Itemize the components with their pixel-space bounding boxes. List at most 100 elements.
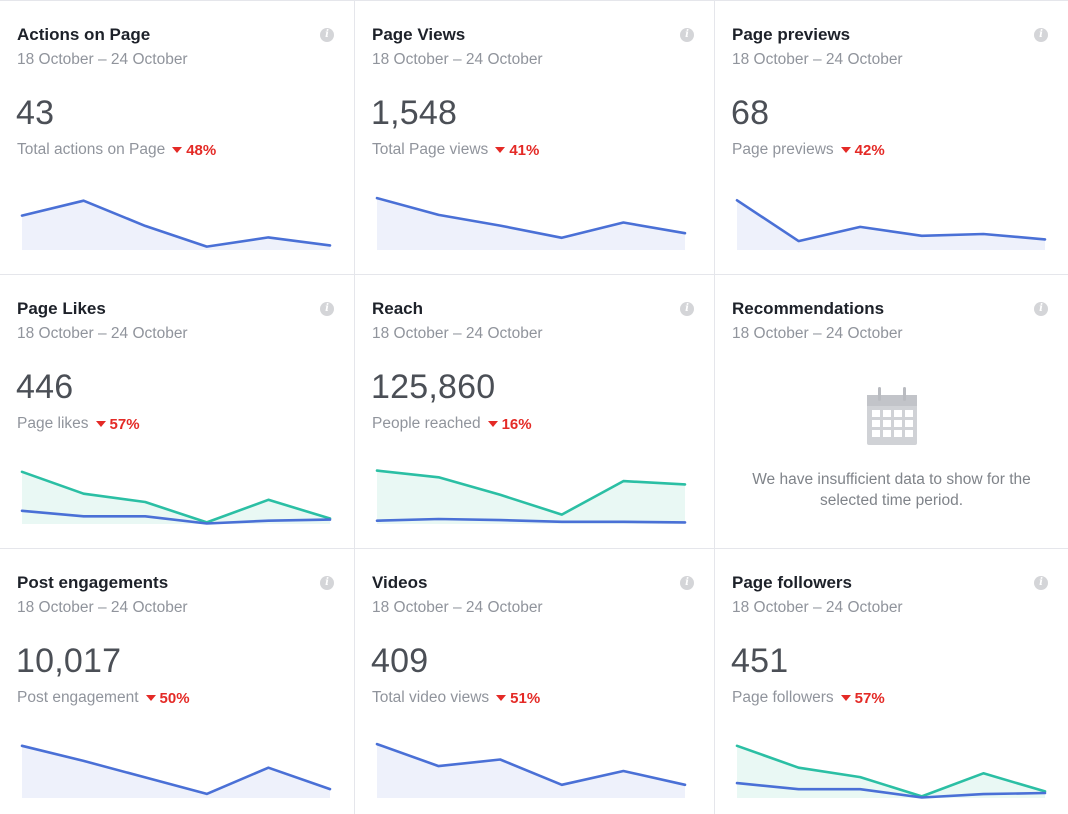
- metric-value: 10,017: [16, 642, 122, 680]
- change-percent: 50%: [159, 689, 190, 707]
- date-range: 18 October – 24 October: [17, 599, 188, 616]
- metric-value: 68: [731, 94, 770, 132]
- metric-value: 409: [371, 642, 429, 680]
- card-page-likes[interactable]: Page Likes 18 October – 24 October i 446…: [0, 275, 355, 549]
- decrease-arrow-icon: [495, 147, 506, 153]
- empty-state: [715, 385, 1068, 452]
- sparkline-chart: [20, 199, 332, 250]
- series-line: [375, 469, 687, 516]
- series-line: [20, 199, 332, 248]
- metric-label: Page likes: [17, 415, 89, 432]
- calendar-icon: [866, 387, 917, 445]
- info-icon[interactable]: i: [1034, 28, 1048, 42]
- series-line: [735, 199, 1047, 243]
- series-line: [20, 744, 332, 796]
- date-range: 18 October – 24 October: [372, 51, 543, 68]
- change-percent: 16%: [501, 415, 532, 433]
- decrease-arrow-icon: [145, 695, 156, 701]
- card-title: Actions on Page: [17, 25, 151, 44]
- change-percent: 57%: [109, 415, 140, 433]
- decrease-arrow-icon: [496, 695, 507, 701]
- card-page-previews[interactable]: Page previews 18 October – 24 October i …: [715, 1, 1068, 275]
- info-icon[interactable]: i: [320, 28, 334, 42]
- decrease-arrow-icon: [487, 421, 498, 427]
- date-range: 18 October – 24 October: [732, 325, 903, 342]
- metric-summary: Post engagement 50%: [17, 689, 190, 707]
- info-icon[interactable]: i: [1034, 576, 1048, 590]
- metric-summary: People reached 16%: [372, 415, 532, 433]
- metric-label: Page followers: [732, 689, 834, 706]
- change-percent: 42%: [854, 141, 885, 159]
- series-area: [22, 471, 330, 524]
- series-line: [375, 517, 687, 524]
- sparkline-chart: [20, 744, 332, 798]
- card-title: Page followers: [732, 573, 852, 592]
- sparkline-chart: [735, 199, 1047, 250]
- decrease-arrow-icon: [840, 695, 851, 701]
- card-title: Recommendations: [732, 299, 885, 318]
- series-line: [735, 744, 1047, 798]
- decrease-arrow-icon: [840, 147, 851, 153]
- metric-summary: Page likes 57%: [17, 415, 140, 433]
- series-area: [377, 744, 685, 798]
- info-icon[interactable]: i: [680, 28, 694, 42]
- metric-summary: Total video views 51%: [372, 689, 540, 707]
- metric-summary: Page previews 42%: [732, 141, 885, 159]
- info-icon[interactable]: i: [680, 576, 694, 590]
- sparkline-chart: [375, 469, 687, 524]
- series-area: [737, 200, 1045, 250]
- metric-value: 451: [731, 642, 789, 680]
- metric-label: People reached: [372, 415, 481, 432]
- sparkline-chart: [375, 196, 687, 250]
- metric-label: Post engagement: [17, 689, 139, 706]
- card-page-views[interactable]: Page Views 18 October – 24 October i 1,5…: [355, 1, 715, 275]
- change-percent: 51%: [510, 689, 541, 707]
- series-area: [22, 200, 330, 250]
- series-line: [20, 470, 332, 524]
- info-icon[interactable]: i: [320, 576, 334, 590]
- series-line: [375, 742, 687, 787]
- metric-value: 43: [16, 94, 55, 132]
- metric-label: Total Page views: [372, 141, 489, 158]
- date-range: 18 October – 24 October: [732, 599, 903, 616]
- card-actions-on-page[interactable]: Actions on Page 18 October – 24 October …: [0, 1, 355, 275]
- info-icon[interactable]: i: [320, 302, 334, 316]
- metric-summary: Total actions on Page 48%: [17, 141, 216, 159]
- series-area: [737, 745, 1045, 798]
- change-percent: 41%: [509, 141, 540, 159]
- card-videos[interactable]: Videos 18 October – 24 October i 409 Tot…: [355, 549, 715, 814]
- card-title: Page previews: [732, 25, 851, 44]
- change-percent: 57%: [854, 689, 885, 707]
- date-range: 18 October – 24 October: [732, 51, 903, 68]
- card-title: Reach: [372, 299, 424, 318]
- card-recommendations[interactable]: Recommendations 18 October – 24 October …: [715, 275, 1068, 549]
- date-range: 18 October – 24 October: [372, 599, 543, 616]
- date-range: 18 October – 24 October: [17, 325, 188, 342]
- metric-label: Page previews: [732, 141, 834, 158]
- metric-summary: Total Page views 41%: [372, 141, 539, 159]
- metric-value: 446: [16, 368, 74, 406]
- date-range: 18 October – 24 October: [372, 325, 543, 342]
- card-title: Post engagements: [17, 573, 169, 592]
- metric-summary: Page followers 57%: [732, 689, 885, 707]
- decrease-arrow-icon: [95, 421, 106, 427]
- metric-label: Total actions on Page: [17, 141, 166, 158]
- sparkline-chart: [375, 742, 687, 798]
- info-icon[interactable]: i: [1034, 302, 1048, 316]
- empty-state-message: We have insufficient data to show for th…: [752, 471, 1031, 509]
- series-area: [22, 745, 330, 798]
- sparkline-chart: [20, 470, 332, 525]
- decrease-arrow-icon: [172, 147, 183, 153]
- card-reach[interactable]: Reach 18 October – 24 October i 125,860 …: [355, 275, 715, 549]
- info-icon[interactable]: i: [680, 302, 694, 316]
- date-range: 18 October – 24 October: [17, 51, 188, 68]
- series-area: [377, 470, 685, 524]
- card-title: Page Views: [372, 25, 466, 44]
- card-page-followers[interactable]: Page followers 18 October – 24 October i…: [715, 549, 1068, 814]
- series-area: [377, 198, 685, 250]
- series-line: [735, 781, 1047, 799]
- sparkline-chart: [735, 744, 1047, 799]
- metric-value: 125,860: [371, 368, 496, 406]
- card-post-engagements[interactable]: Post engagements 18 October – 24 October…: [0, 549, 355, 814]
